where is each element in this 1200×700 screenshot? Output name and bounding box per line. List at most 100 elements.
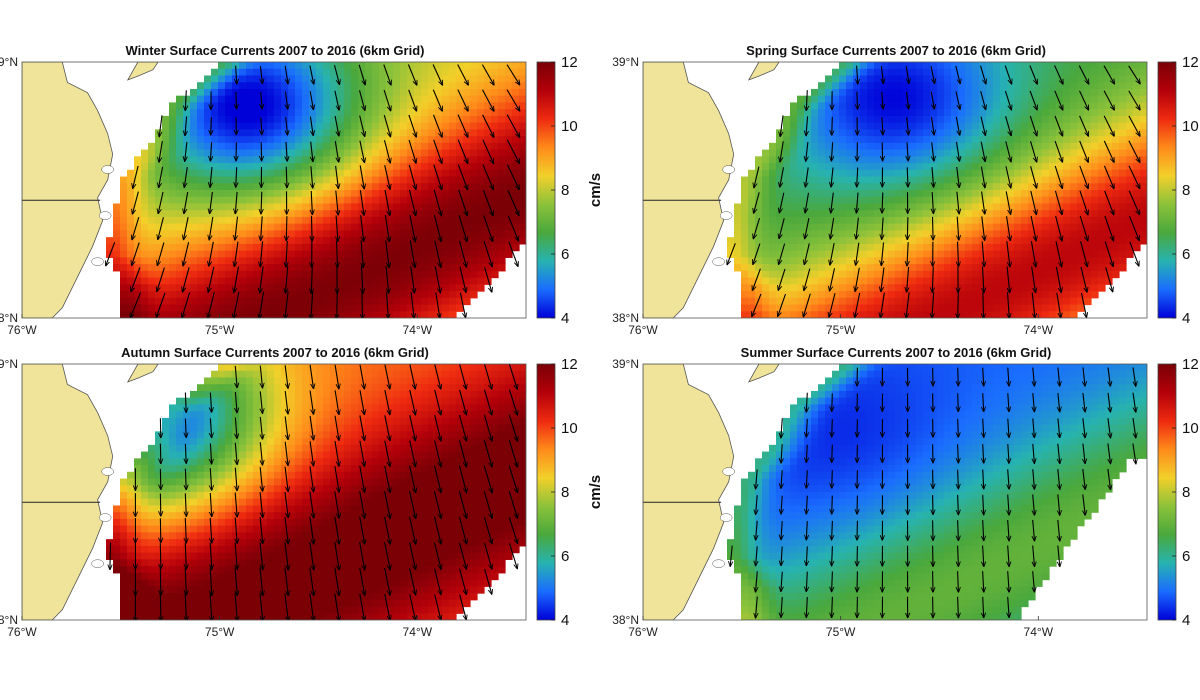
heat-cell bbox=[162, 417, 170, 426]
heat-cell bbox=[358, 257, 366, 265]
heat-cell bbox=[986, 297, 994, 306]
heat-cell bbox=[1126, 109, 1134, 117]
heat-cell bbox=[965, 149, 973, 157]
current-arrow bbox=[408, 164, 416, 190]
heat-cell bbox=[442, 82, 450, 90]
heat-cell bbox=[218, 384, 226, 392]
heat-cell bbox=[190, 102, 198, 110]
heat-cell bbox=[344, 370, 352, 379]
heat-cell bbox=[442, 270, 450, 279]
heat-cell bbox=[811, 149, 819, 157]
heat-cell bbox=[197, 384, 205, 392]
heat-cell bbox=[832, 291, 840, 299]
heat-cell bbox=[993, 129, 1001, 137]
heat-cell bbox=[274, 404, 282, 412]
heat-cell bbox=[993, 291, 1001, 299]
heat-cell bbox=[162, 277, 170, 285]
heat-cell bbox=[1035, 250, 1043, 258]
heat-cell bbox=[951, 169, 959, 178]
heat-cell bbox=[253, 277, 261, 285]
heat-cell bbox=[874, 291, 882, 299]
heat-cell bbox=[218, 82, 226, 90]
heat-cell bbox=[804, 203, 812, 211]
heat-cell bbox=[463, 75, 471, 83]
heat-cell bbox=[134, 176, 142, 184]
heat-cell bbox=[930, 284, 938, 292]
heat-cell bbox=[372, 223, 380, 232]
heat-cell bbox=[909, 149, 917, 157]
heat-cell bbox=[818, 257, 826, 265]
heat-cell bbox=[386, 136, 394, 144]
heat-cell bbox=[491, 190, 499, 198]
heat-cell bbox=[253, 297, 261, 306]
heat-cell bbox=[811, 210, 819, 218]
heat-cell bbox=[505, 196, 513, 205]
current-arrow bbox=[856, 242, 860, 265]
heat-cell bbox=[1049, 169, 1057, 178]
heat-cell bbox=[846, 210, 854, 218]
heat-cell bbox=[993, 122, 1001, 130]
heat-cell bbox=[197, 95, 205, 104]
heat-cell bbox=[351, 237, 359, 245]
heat-cell bbox=[860, 156, 868, 164]
heat-cell bbox=[470, 417, 478, 426]
heat-cell bbox=[1035, 88, 1043, 97]
heat-cell bbox=[463, 95, 471, 104]
heat-cell bbox=[337, 210, 345, 218]
heat-cell bbox=[295, 304, 303, 312]
heat-cell bbox=[776, 149, 784, 157]
heat-cell bbox=[491, 237, 499, 245]
heat-cell bbox=[414, 304, 422, 312]
heat-cell bbox=[253, 88, 261, 97]
heat-cell bbox=[762, 149, 770, 157]
heat-cell bbox=[428, 142, 436, 151]
heat-cell bbox=[1098, 257, 1106, 265]
heat-cell bbox=[386, 364, 394, 372]
heat-cell bbox=[484, 384, 492, 392]
heat-cell bbox=[260, 82, 268, 90]
heat-cell bbox=[407, 122, 415, 130]
heat-cell bbox=[302, 163, 310, 171]
heat-cell bbox=[337, 122, 345, 130]
heat-cell bbox=[127, 196, 135, 205]
heat-cell bbox=[1014, 277, 1022, 285]
heat-cell bbox=[428, 149, 436, 157]
heat-cell bbox=[1119, 203, 1127, 211]
heat-cell bbox=[120, 176, 128, 184]
heat-cell bbox=[351, 88, 359, 97]
heat-cell bbox=[1140, 142, 1147, 151]
heat-cell bbox=[330, 404, 338, 412]
heat-cell bbox=[923, 109, 931, 117]
heat-cell bbox=[930, 176, 938, 184]
heat-cell bbox=[769, 264, 777, 272]
heat-cell bbox=[218, 122, 226, 130]
heat-cell bbox=[204, 82, 212, 90]
heat-cell bbox=[477, 237, 485, 245]
heat-cell bbox=[769, 270, 777, 279]
heat-cell bbox=[421, 377, 429, 385]
current-arrow bbox=[184, 216, 189, 240]
heat-cell bbox=[1028, 297, 1036, 306]
heat-cell bbox=[120, 210, 128, 218]
heat-cell bbox=[491, 122, 499, 130]
heat-cell bbox=[818, 250, 826, 258]
heat-cell bbox=[937, 62, 945, 70]
heat-cell bbox=[274, 216, 282, 225]
heat-cell bbox=[169, 284, 177, 292]
heat-cell bbox=[295, 196, 303, 205]
heat-cell bbox=[197, 404, 205, 412]
heat-cell bbox=[1112, 250, 1120, 258]
heat-cell bbox=[176, 176, 184, 184]
heat-cell bbox=[148, 237, 156, 245]
heat-cell bbox=[916, 109, 924, 117]
heat-cell bbox=[239, 142, 247, 151]
heat-cell bbox=[1042, 176, 1050, 184]
heat-cell bbox=[372, 370, 380, 379]
current-arrow bbox=[410, 266, 415, 293]
heat-cell bbox=[1049, 223, 1057, 232]
heat-cell bbox=[790, 109, 798, 117]
heat-cell bbox=[372, 243, 380, 252]
heat-cell bbox=[958, 257, 966, 265]
heat-cell bbox=[839, 183, 847, 191]
heat-cell bbox=[449, 163, 457, 171]
